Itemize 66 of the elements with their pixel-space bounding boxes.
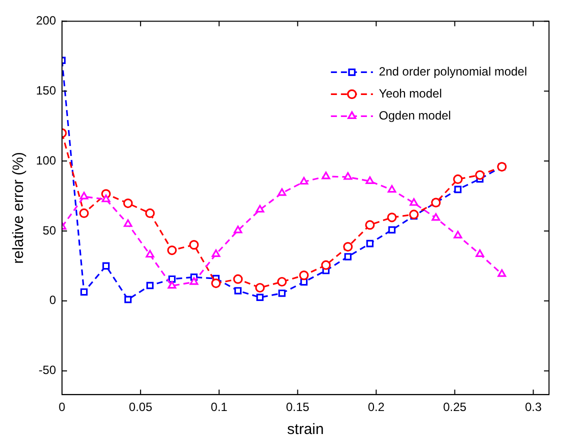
point	[278, 188, 286, 196]
point	[256, 204, 264, 213]
x-tick-label: 0.15	[286, 400, 310, 414]
point	[123, 198, 133, 208]
point	[256, 294, 264, 302]
point	[80, 192, 88, 200]
point	[189, 240, 199, 250]
point	[234, 226, 242, 234]
point	[234, 287, 242, 294]
y-axis-title: relative error (%)	[10, 152, 28, 264]
point	[299, 270, 309, 280]
x-tick-label: 0	[58, 400, 66, 414]
x-tick-label: 0.1	[210, 400, 228, 414]
point	[102, 194, 110, 202]
point	[322, 172, 330, 180]
point	[79, 208, 89, 218]
point	[365, 220, 375, 230]
point	[145, 208, 155, 218]
legend-label: 2nd order polynomial model	[378, 64, 528, 79]
point	[124, 296, 132, 304]
y-tick-label: 0	[49, 293, 56, 308]
point	[453, 174, 463, 184]
y-tick-label: 200	[36, 14, 56, 28]
point	[409, 210, 419, 220]
point	[80, 288, 88, 296]
point	[146, 282, 154, 290]
y-tick-label: 100	[36, 153, 56, 168]
y-tick-label: -50	[38, 363, 56, 378]
point	[168, 280, 176, 289]
point	[212, 249, 220, 257]
y-tick-label: 50	[42, 223, 56, 238]
point	[454, 230, 462, 238]
point	[498, 269, 506, 277]
point	[476, 249, 484, 257]
point	[146, 250, 154, 258]
point	[102, 262, 110, 270]
point	[366, 240, 374, 248]
legend-label: Yeoh model	[378, 86, 442, 101]
legend-label: Ogden model	[378, 108, 451, 123]
point	[475, 170, 485, 180]
point	[233, 274, 243, 284]
point	[300, 176, 308, 185]
point	[344, 172, 352, 180]
point	[124, 219, 132, 227]
point	[277, 276, 287, 287]
point	[321, 260, 331, 270]
point	[343, 242, 353, 252]
x-tick-label: 0.25	[443, 400, 467, 414]
point	[211, 278, 221, 288]
point	[432, 213, 440, 221]
point	[278, 290, 286, 297]
point	[387, 212, 397, 222]
x-tick-label: 0.2	[368, 400, 385, 414]
x-axis-title: strain	[287, 421, 324, 438]
point	[190, 277, 198, 285]
point	[366, 176, 374, 184]
point	[344, 253, 352, 260]
point	[388, 226, 396, 234]
y-tick-label: 150	[36, 83, 56, 98]
point	[167, 245, 177, 256]
x-tick-label: 0.3	[524, 400, 542, 414]
point	[410, 198, 418, 206]
point	[454, 186, 462, 194]
x-tick-label: 0.05	[128, 400, 153, 414]
point	[255, 282, 265, 293]
point	[388, 185, 396, 193]
